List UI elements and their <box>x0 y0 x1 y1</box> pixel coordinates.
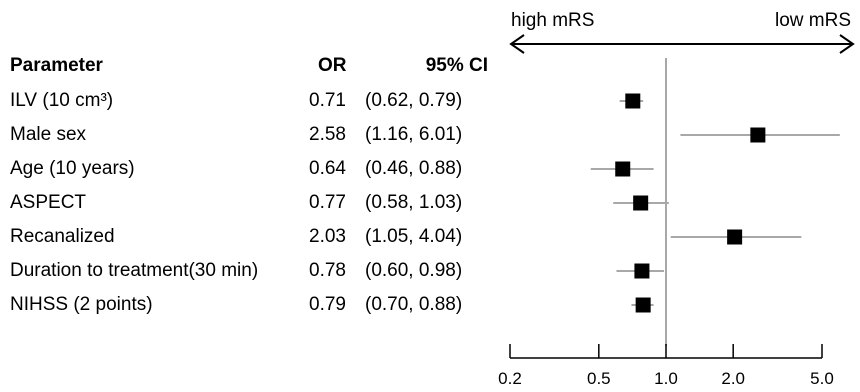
row-ci-value: (1.05, 4.04) <box>365 226 463 247</box>
or-point <box>634 263 650 279</box>
header-ci: 95% CI <box>425 55 488 76</box>
arrow-left-head <box>509 34 525 54</box>
row-or-value: 2.03 <box>309 226 346 247</box>
row-ci-value: (0.60, 0.98) <box>365 260 463 281</box>
or-point <box>615 161 631 177</box>
row-or-value: 0.71 <box>309 90 346 111</box>
row-or-value: 2.58 <box>309 124 346 145</box>
row-or-value: 0.78 <box>309 260 346 281</box>
or-point <box>750 127 766 143</box>
row-ci-value: (0.58, 1.03) <box>365 192 463 213</box>
row-or-value: 0.77 <box>309 192 346 213</box>
row-label: Duration to treatment(30 min) <box>10 260 259 281</box>
header-or: OR <box>318 55 347 76</box>
row-ci-value: (0.46, 0.88) <box>365 158 463 179</box>
row-ci-value: (0.70, 0.88) <box>365 294 463 315</box>
x-tick-label: 2.0 <box>721 369 745 388</box>
row-ci-value: (1.16, 6.01) <box>365 124 463 145</box>
x-tick-label: 0.5 <box>587 369 611 388</box>
x-tick-label: 5.0 <box>810 369 834 388</box>
row-or-value: 0.79 <box>309 294 346 315</box>
row-label: ILV (10 cm³) <box>10 90 114 111</box>
arrow-right-head <box>839 34 855 54</box>
row-label: NIHSS (2 points) <box>10 294 153 315</box>
row-label: Male sex <box>10 124 87 145</box>
direction-right-label: low mRS <box>775 10 851 31</box>
or-point <box>635 297 651 313</box>
direction-left-label: high mRS <box>511 10 594 31</box>
header-parameter: Parameter <box>10 55 103 76</box>
row-label: ASPECT <box>10 192 87 213</box>
or-point <box>625 93 641 109</box>
row-ci-value: (0.62, 0.79) <box>365 90 463 111</box>
or-point <box>727 229 743 245</box>
x-tick-label: 1.0 <box>654 369 678 388</box>
row-label: Recanalized <box>10 226 115 247</box>
row-label: Age (10 years) <box>10 158 135 179</box>
x-tick-label: 0.2 <box>498 369 522 388</box>
or-point <box>633 195 649 211</box>
row-or-value: 0.64 <box>309 158 346 179</box>
